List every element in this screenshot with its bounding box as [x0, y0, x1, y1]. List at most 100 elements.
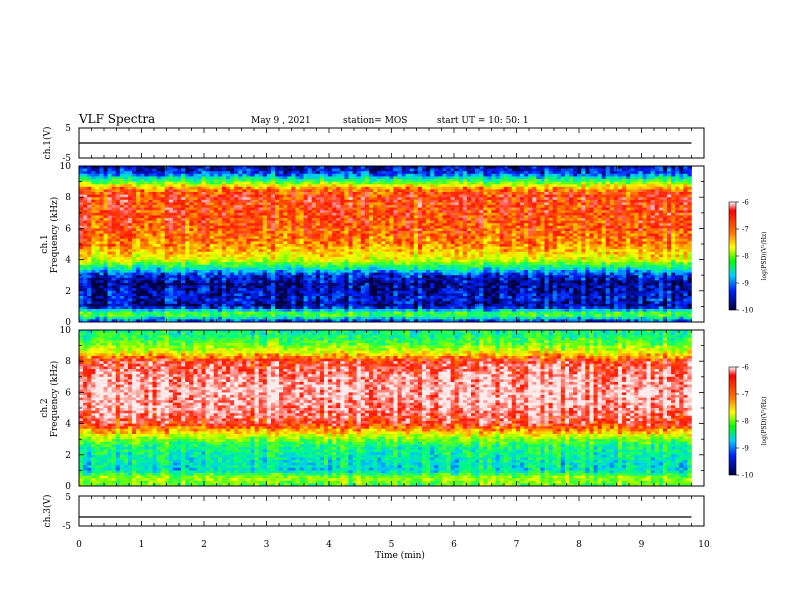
ch1-spectrogram-cell — [275, 272, 280, 276]
ch1-spectrogram-cell — [185, 254, 190, 258]
ch1-spectrogram-cell — [103, 254, 108, 258]
ch1-spectrogram-cell — [258, 168, 264, 172]
ch1-spectrogram-cell — [287, 309, 292, 312]
ch1-spectrogram-cell — [352, 202, 357, 206]
ch1-spectrogram-cell — [381, 205, 386, 208]
ch1-spectrogram-cell — [111, 257, 117, 260]
ch1-spectrogram-cell — [340, 267, 345, 271]
ch1-spectrogram-cell — [295, 236, 300, 240]
ch1-spectrogram-cell — [254, 168, 259, 172]
ch1-spectrogram-cell — [95, 264, 100, 268]
ch1-spectrogram-cell — [197, 264, 202, 268]
ch1-spectrogram-cell — [152, 319, 157, 323]
ch1-spectrogram-cell — [103, 264, 108, 268]
ch1-spectrogram-cell — [213, 257, 219, 260]
ch1-spectrogram-cell — [262, 259, 268, 263]
ch1-spectrogram-cell — [385, 173, 390, 177]
ch1-spectrogram-cell — [221, 225, 227, 229]
ch1-spectrogram-cell — [152, 212, 157, 216]
ch1-spectrogram-cell — [246, 309, 251, 312]
ch1-spectrogram-cell — [275, 267, 280, 271]
ch1-spectrogram-cell — [83, 189, 88, 193]
ch1-spectrogram-cell — [226, 210, 231, 214]
ch1-spectrogram-cell — [393, 316, 398, 320]
ch1-spectrogram-cell — [193, 228, 198, 232]
ch1-spectrogram-cell — [405, 215, 411, 219]
ch1-spectrogram-cell — [209, 223, 215, 227]
ch1-spectrogram-cell — [213, 197, 219, 201]
ch1-spectrogram-cell — [246, 288, 251, 292]
ch1-spectrogram-cell — [336, 267, 341, 271]
ch1-spectrogram-cell — [291, 288, 296, 292]
ch1-spectrogram-cell — [405, 277, 411, 281]
ch1-spectrogram-cell — [381, 171, 386, 175]
ch1-spectrogram-cell — [279, 288, 284, 292]
ch1-spectrogram-cell — [397, 244, 402, 247]
ch1-spectrogram-cell — [164, 228, 170, 232]
ch1-spectrogram-cell — [401, 220, 406, 224]
ch1-spectrogram-cell — [209, 186, 215, 190]
ch1-spectrogram-cell — [156, 194, 161, 198]
ch1-spectrogram-cell — [250, 171, 255, 175]
ch1-spectrogram-cell — [185, 275, 190, 279]
ch1-spectrogram-cell — [144, 259, 149, 263]
ch1-spectrogram-cell — [360, 262, 366, 266]
ch1-spectrogram-cell — [340, 189, 345, 193]
ch1-spectrogram-cell — [315, 207, 321, 211]
ch1-spectrogram-cell — [156, 314, 161, 318]
ch1-spectrogram-cell — [99, 186, 104, 190]
ch1-spectrogram-cell — [336, 293, 341, 297]
ch1-spectrogram-cell — [197, 205, 202, 208]
ch1-spectrogram-cell — [123, 194, 129, 198]
ch1-spectrogram-cell — [181, 181, 186, 185]
ch1-spectrogram-cell — [336, 236, 341, 240]
ch1-spectrogram-cell — [373, 303, 378, 307]
ch1-spectrogram-cell — [226, 306, 231, 310]
ch1-spectrogram-cell — [111, 277, 117, 281]
ch1-spectrogram-cell — [348, 225, 353, 229]
ch1-spectrogram-cell — [368, 319, 374, 323]
ch1-spectrogram-cell — [315, 223, 321, 227]
ch1-spectrogram-cell — [352, 179, 357, 182]
ch1-spectrogram-cell — [172, 262, 178, 266]
ch1-spectrogram-cell — [332, 220, 337, 224]
ch1-spectrogram-cell — [234, 192, 239, 195]
ch1-spectrogram-cell — [156, 303, 161, 307]
ch1-spectrogram-cell — [209, 238, 215, 242]
ch1-spectrogram-cell — [230, 296, 235, 299]
ch1-spectrogram-cell — [123, 254, 129, 258]
ch1-spectrogram-cell — [172, 298, 178, 302]
ch1-spectrogram-cell — [83, 220, 88, 224]
ch1-spectrogram-cell — [111, 210, 117, 214]
ch1-spectrogram-cell — [115, 293, 121, 297]
ch1-spectrogram-cell — [119, 210, 125, 214]
ch1-spectrogram-cell — [360, 319, 366, 323]
ch1-spectrogram-cell — [185, 218, 190, 221]
ch1-spectrogram-cell — [164, 272, 170, 276]
ch1-spectrogram-cell — [107, 277, 112, 281]
ch1-spectrogram-cell — [221, 238, 227, 242]
ch1-spectrogram-cell — [262, 241, 268, 245]
ch1-spectrogram-cell — [275, 301, 280, 305]
ch1-spectrogram-cell — [340, 176, 345, 180]
ch1-spectrogram-cell — [307, 272, 313, 276]
ch1-spectrogram-cell — [148, 254, 153, 258]
ch1-spectrogram-cell — [123, 288, 129, 292]
ch1-spectrogram-cell — [132, 303, 137, 307]
ch1-spectrogram-cell — [83, 218, 88, 221]
ch1-spectrogram-cell — [373, 189, 378, 193]
ch1-spectrogram-cell — [344, 251, 349, 255]
ch1-spectrogram-cell — [193, 220, 198, 224]
ch1-spectrogram-cell — [356, 225, 362, 229]
ch1-spectrogram-cell — [234, 205, 239, 208]
ch1-spectrogram-cell — [168, 192, 174, 195]
ch1-spectrogram-cell — [368, 168, 374, 172]
ch1-spectrogram-cell — [319, 267, 325, 271]
ch1-spectrogram-cell — [377, 254, 382, 258]
ch1-spectrogram-cell — [401, 254, 406, 258]
ch1-spectrogram-cell — [79, 199, 84, 203]
ch1-spectrogram-cell — [287, 249, 292, 253]
ch1-spectrogram-cell — [217, 181, 223, 185]
ch1-spectrogram-cell — [405, 288, 411, 292]
ch1-spectrogram-cell — [107, 251, 112, 255]
